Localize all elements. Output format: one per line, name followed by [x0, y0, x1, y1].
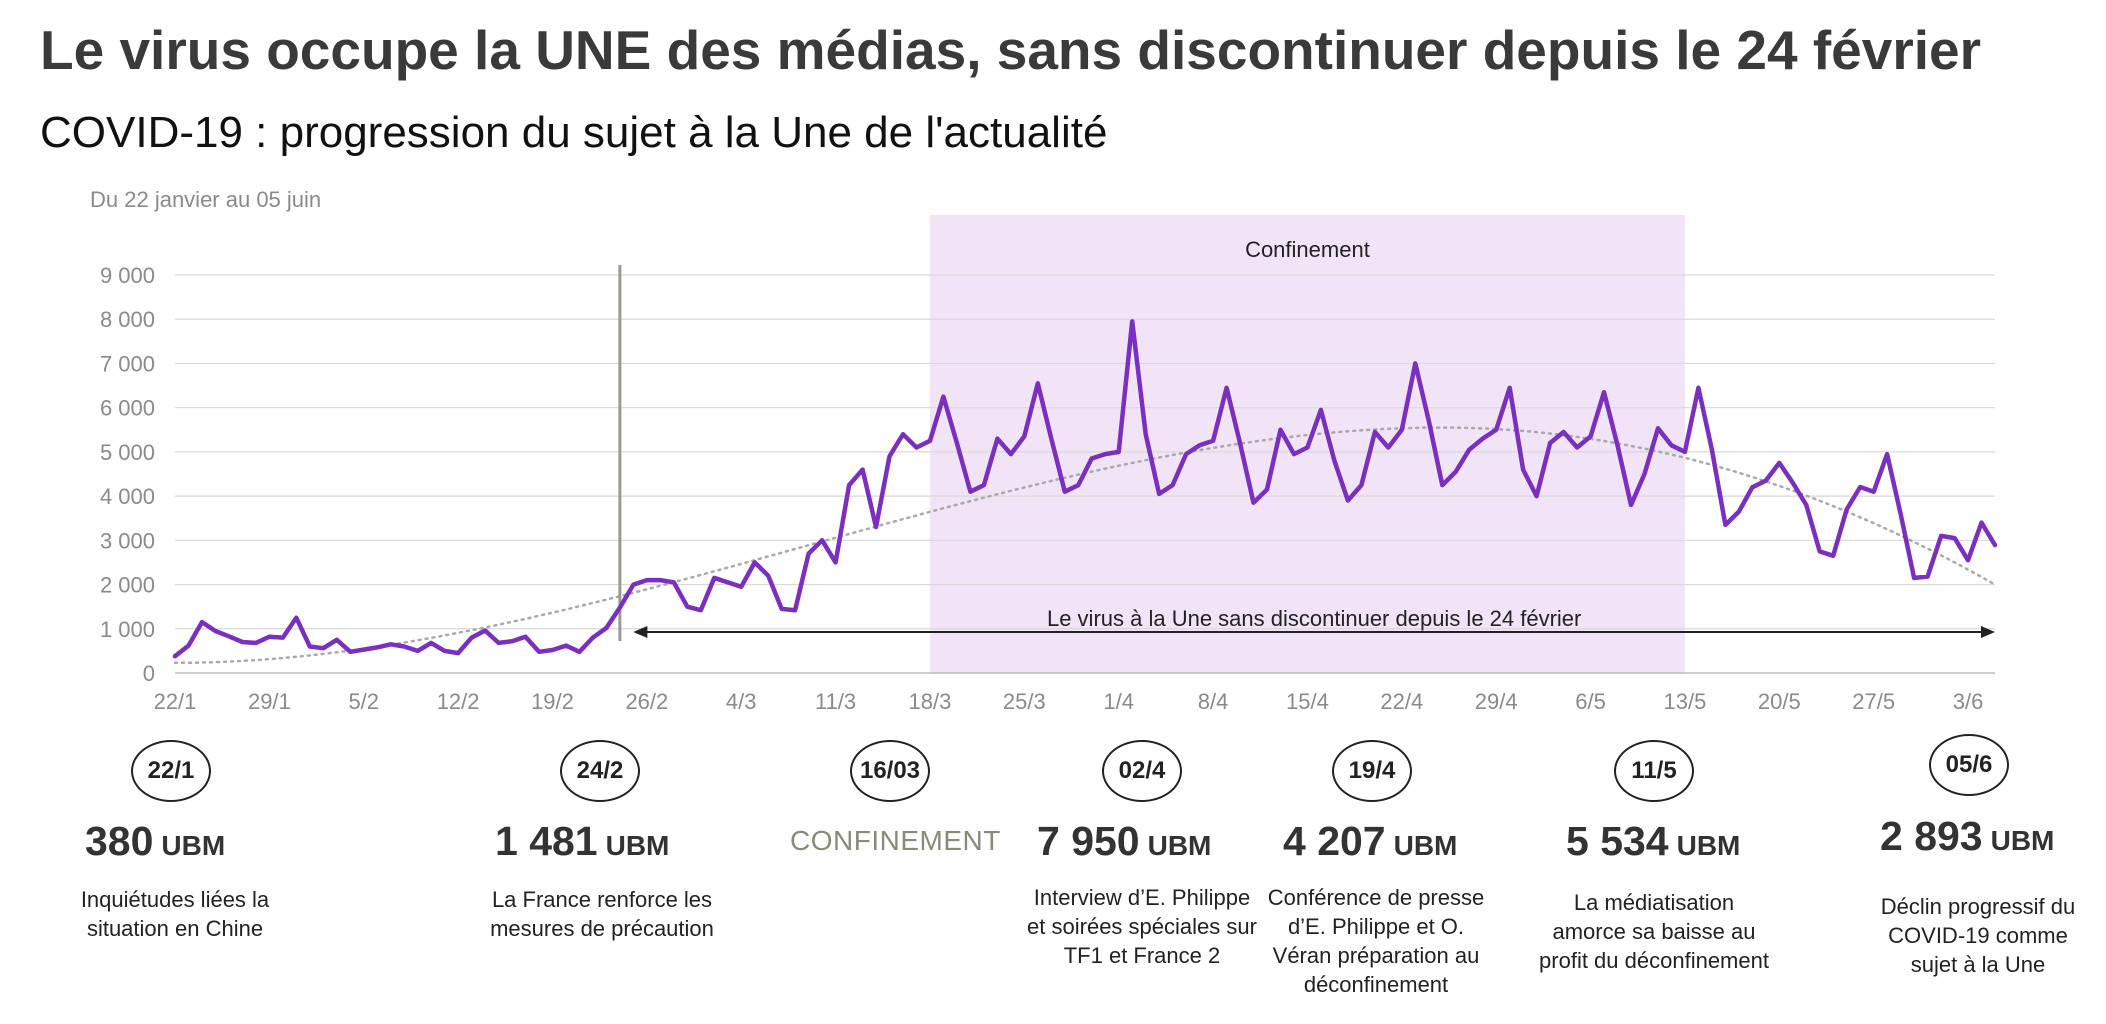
ubm-value: 380 UBM: [85, 818, 225, 865]
x-tick-label: 15/4: [1286, 689, 1329, 714]
x-tick-label: 22/1: [154, 689, 197, 714]
value-unit: UBM: [605, 830, 670, 861]
confinement-label: CONFINEMENT: [790, 825, 1001, 856]
x-tick-label: 26/2: [625, 689, 668, 714]
ubm-value: 1 481 UBM: [495, 818, 669, 865]
date-badge: 24/2: [560, 740, 640, 802]
y-tick-label: 2 000: [100, 573, 155, 598]
y-tick-label: 4 000: [100, 484, 155, 509]
x-tick-label: 13/5: [1664, 689, 1707, 714]
x-tick-label: 5/2: [348, 689, 379, 714]
x-tick-label: 11/3: [815, 689, 856, 714]
value-unit: UBM: [1676, 830, 1741, 861]
page-title: Le virus occupe la UNE des médias, sans …: [40, 19, 1982, 81]
value-number: 1 481: [495, 818, 598, 864]
page-subtitle: COVID-19 : progression du sujet à la Une…: [40, 108, 1108, 157]
arrow-head-left: [633, 626, 648, 638]
date-badge: 11/5: [1614, 740, 1694, 802]
x-tick-label: 12/2: [437, 689, 480, 714]
y-tick-label: 6 000: [100, 396, 155, 421]
date-badge: 19/4: [1332, 740, 1412, 802]
x-tick-label: 29/1: [248, 689, 291, 714]
x-tick-label: 8/4: [1198, 689, 1229, 714]
date-badge: 02/4: [1102, 740, 1182, 802]
value-unit: UBM: [161, 830, 226, 861]
ubm-value: 4 207 UBM: [1283, 818, 1457, 865]
value-number: 380: [85, 818, 154, 864]
marker-description: La médiatisation amorce sa baisse au pro…: [1539, 890, 1769, 973]
x-tick-label: 22/4: [1380, 689, 1423, 714]
ubm-value: 2 893 UBM: [1880, 813, 2054, 860]
arrow-label: Le virus à la Une sans discontinuer depu…: [1047, 606, 1581, 631]
value-unit: UBM: [1393, 830, 1458, 861]
marker-description: Inquiétudes liées la situation en Chine: [80, 887, 270, 941]
date-badge: 16/03: [850, 740, 930, 802]
x-tick-label: 20/5: [1758, 689, 1801, 714]
line-chart: Du 22 janvier au 05 juin Confinement 0 1 …: [90, 187, 1998, 714]
x-tick-label: 3/6: [1953, 689, 1984, 714]
period-label: Du 22 janvier au 05 juin: [90, 187, 321, 212]
marker-description: La France renforce les mesures de précau…: [490, 887, 714, 941]
x-tick-label: 1/4: [1103, 689, 1134, 714]
y-tick-label: 8 000: [100, 307, 155, 332]
date-badge: 05/6: [1929, 734, 2009, 796]
x-tick-label: 19/2: [531, 689, 574, 714]
x-tick-label: 6/5: [1575, 689, 1606, 714]
value-number: 5 534: [1566, 818, 1669, 864]
y-tick-label: 7 000: [100, 351, 155, 376]
y-tick-label: 3 000: [100, 528, 155, 553]
series-line-ubm: [172, 319, 1998, 659]
value-number: 4 207: [1283, 818, 1386, 864]
arrow-head-right: [1981, 626, 1995, 638]
date-badge: 22/1: [131, 740, 211, 802]
marker-description: Conférence de presse d’E. Philippe et O.…: [1267, 885, 1485, 997]
x-tick-label: 18/3: [909, 689, 952, 714]
y-tick-label: 1 000: [100, 617, 155, 642]
ubm-value: 5 534 UBM: [1566, 818, 1740, 865]
ubm-value: 7 950 UBM: [1037, 818, 1211, 865]
value-unit: UBM: [1990, 825, 2055, 856]
marker-description: Interview d’E. Philippe et soirées spéci…: [1027, 885, 1257, 968]
x-tick-label: 27/5: [1852, 689, 1895, 714]
value-number: 2 893: [1880, 813, 1983, 859]
x-tick-label: 4/3: [726, 689, 757, 714]
y-tick-label: 0: [143, 661, 155, 686]
y-tick-label: 9 000: [100, 263, 155, 288]
x-tick-label: 29/4: [1475, 689, 1518, 714]
x-tick-label: 25/3: [1003, 689, 1046, 714]
y-tick-label: 5 000: [100, 440, 155, 465]
marker-description: Déclin progressif du COVID-19 comme suje…: [1880, 894, 2076, 977]
value-unit: UBM: [1147, 830, 1212, 861]
value-number: 7 950: [1037, 818, 1140, 864]
confinement-shade-label: Confinement: [1245, 237, 1370, 262]
